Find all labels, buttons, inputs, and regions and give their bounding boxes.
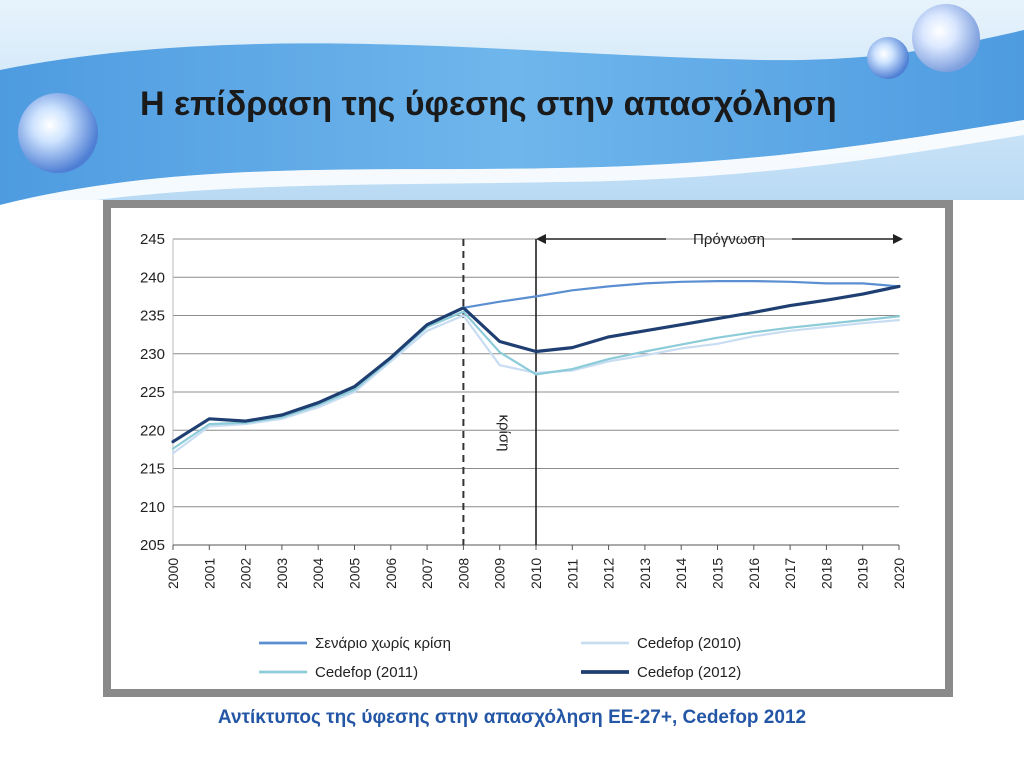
slide-title: Η επίδραση της ύφεσης στην απασχόληση	[140, 85, 837, 123]
slide-caption: Αντίκτυπος της ύφεσης στην απασχόληση ΕΕ…	[217, 707, 807, 728]
x-tick-label: 2012	[601, 558, 617, 589]
series-line	[171, 314, 901, 455]
y-tick-label: 235	[140, 308, 165, 325]
decorative-orb-left	[18, 93, 98, 173]
x-tick-label: 2004	[310, 558, 326, 589]
y-tick-label: 240	[140, 269, 165, 286]
x-tick-label: 2009	[492, 558, 508, 589]
x-tick-label: 2007	[419, 558, 435, 589]
forecast-arrowhead-right	[893, 234, 903, 244]
series-line	[171, 284, 901, 444]
series-line	[171, 310, 901, 450]
x-tick-label: 2015	[710, 558, 726, 589]
line-chart: 205 210 215 220 225 230 235 240 245 2000 2001 2002 2…	[140, 231, 907, 681]
x-tick-label: 2006	[383, 558, 399, 589]
banner-wave	[0, 30, 1024, 205]
chart-frame: 205 210 215 220 225 230 235 240 245 2000 2001 2002 2…	[103, 200, 953, 697]
x-tick-label: 2010	[528, 558, 544, 589]
x-tick-label: 2017	[782, 558, 798, 589]
x-tick-label: 2008	[455, 558, 471, 589]
legend-label: Cedefop (2011)	[315, 664, 418, 681]
chart-area: 205 210 215 220 225 230 235 240 245 2000 2001 2002 2…	[111, 208, 945, 689]
y-tick-label: 215	[140, 461, 165, 478]
x-tick-label: 2011	[564, 559, 580, 589]
y-tick-label: 230	[140, 346, 165, 363]
x-tick-label: 2003	[274, 558, 290, 589]
decorative-orb-right-small	[867, 37, 909, 79]
legend-label: Σενάριο χωρίς κρίση	[315, 635, 451, 652]
y-tick-label: 205	[140, 537, 165, 554]
x-tick-label: 2002	[238, 558, 254, 589]
x-tick-label: 2018	[818, 558, 834, 589]
x-tick-label: 2005	[347, 558, 363, 589]
y-tick-label: 220	[140, 422, 165, 439]
series-line	[462, 280, 901, 309]
x-tick-label: 2014	[673, 558, 689, 589]
decorative-orb-right-large	[912, 4, 980, 72]
legend-label: Cedefop (2010)	[637, 635, 741, 652]
x-tick-label: 2016	[746, 558, 762, 589]
y-tick-label: 210	[140, 499, 165, 516]
x-tick-label: 2013	[637, 558, 653, 589]
x-tick-label: 2001	[201, 558, 217, 589]
x-tick-label: 2019	[855, 558, 871, 589]
crisis-label: κρίση	[495, 415, 512, 452]
y-tick-label: 245	[140, 231, 165, 248]
x-tick-label: 2020	[891, 558, 907, 589]
forecast-arrowhead-left	[536, 234, 546, 244]
legend-label: Cedefop (2012)	[637, 664, 741, 681]
y-tick-label: 225	[140, 384, 165, 401]
x-tick-label: 2000	[165, 558, 181, 589]
forecast-label: Πρόγνωση	[693, 231, 765, 248]
